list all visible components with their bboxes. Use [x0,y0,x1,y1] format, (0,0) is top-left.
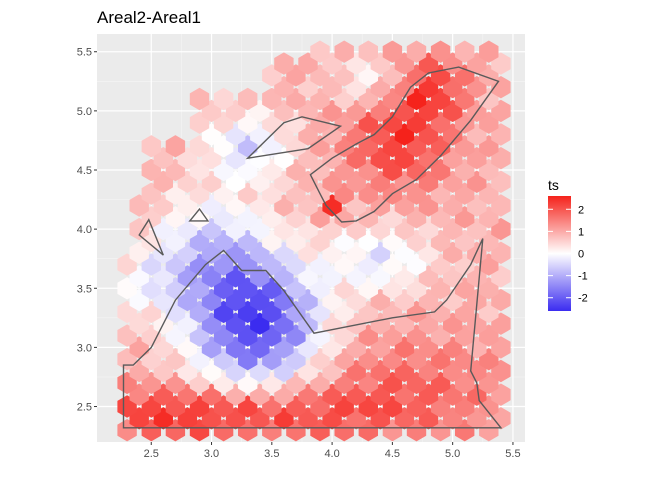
hex-bin [430,40,451,63]
x-tick-label: 3.5 [264,448,279,460]
chart-title: Areal2-Areal1 [97,8,201,27]
x-tick-label: 5.5 [505,448,520,460]
y-tick-label: 4.0 [77,224,92,236]
hex-bin [358,40,378,63]
region-outline [188,207,210,222]
y-tick-label: 3.0 [77,342,92,354]
x-tick-label: 4.0 [324,448,339,460]
x-axis: 2.5 3.0 3.5 4.0 4.5 5.0 5.5 [144,442,521,460]
hex-bin [274,52,294,75]
x-tick-label: 5.0 [445,448,460,460]
y-tick-label: 5.0 [77,106,92,118]
hex-bin [382,40,403,63]
hex-bin [406,40,427,63]
legend-ticks: 2 1 0 -1 -2 [548,204,588,305]
x-tick-label: 3.0 [204,448,219,460]
hex-bin [189,87,210,111]
y-axis: 2.5 3.0 3.5 4.0 4.5 5.0 5.5 [77,47,97,414]
legend-title: ts [548,177,559,193]
region-outline [245,116,343,160]
hex-bin [141,135,161,158]
legend-tick-label: -1 [578,271,588,283]
region-outline [122,238,503,429]
x-tick-label: 2.5 [144,448,159,460]
legend-tick-label: -2 [578,293,588,305]
region-outline [138,218,164,256]
y-tick-label: 4.5 [77,165,92,177]
region-outline [309,66,500,223]
legend-colorbar [548,196,571,311]
hex-bin [479,40,499,63]
hex-bin [310,40,330,63]
hex-bin [165,135,186,158]
x-tick-label: 4.5 [385,448,400,460]
legend: ts 2 1 0 -1 -2 [548,177,588,311]
legend-tick-label: 1 [578,226,584,238]
legend-tick-label: 2 [578,204,584,216]
hex-bin [213,87,234,111]
y-tick-label: 2.5 [77,402,92,414]
hex-bin [455,40,475,63]
y-tick-label: 5.5 [77,47,92,59]
hex-bin [334,40,354,63]
hex-bin [238,87,258,111]
y-tick-label: 3.5 [77,283,92,295]
legend-tick-label: 0 [578,249,584,261]
region-outlines [122,66,503,429]
